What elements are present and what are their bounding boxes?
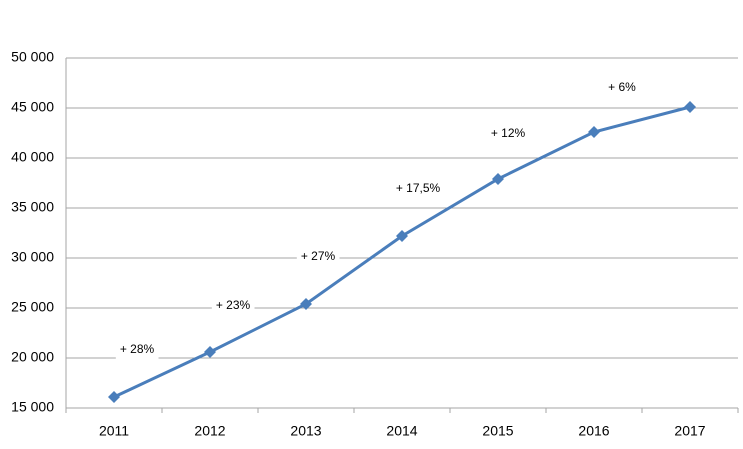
x-tick-label: 2012 bbox=[194, 423, 225, 439]
marker bbox=[108, 391, 120, 403]
y-tick-label: 35 000 bbox=[11, 199, 54, 215]
marker bbox=[204, 346, 216, 358]
annotation-background bbox=[211, 295, 255, 316]
annotation: + 27% bbox=[301, 249, 336, 263]
y-tick-label: 30 000 bbox=[11, 249, 54, 265]
x-tick-label: 2017 bbox=[674, 423, 705, 439]
annotation: + 23% bbox=[216, 298, 251, 312]
annotation-background bbox=[486, 123, 530, 144]
annotation-background bbox=[296, 246, 340, 267]
y-tick-label: 15 000 bbox=[11, 399, 54, 415]
marker bbox=[396, 230, 408, 242]
x-tick-label: 2015 bbox=[482, 423, 513, 439]
marker bbox=[588, 126, 600, 138]
annotation: + 17,5% bbox=[396, 181, 441, 195]
annotation: + 28% bbox=[120, 342, 155, 356]
x-tick-label: 2016 bbox=[578, 423, 609, 439]
y-tick-label: 20 000 bbox=[11, 349, 54, 365]
marker bbox=[492, 173, 504, 185]
annotation-background bbox=[604, 77, 641, 98]
y-tick-label: 40 000 bbox=[11, 149, 54, 165]
y-tick-label: 50 000 bbox=[11, 49, 54, 65]
line bbox=[113, 105, 691, 399]
y-tick-label: 25 000 bbox=[11, 299, 54, 315]
x-tick-label: 2013 bbox=[290, 423, 321, 439]
annotation-background bbox=[115, 339, 159, 360]
x-tick-label: 2014 bbox=[386, 423, 417, 439]
x-tick-label: 2011 bbox=[99, 423, 129, 439]
marker bbox=[684, 101, 696, 113]
marker bbox=[300, 298, 312, 310]
annotation-background bbox=[391, 178, 445, 199]
annotation: + 6% bbox=[608, 80, 636, 94]
y-tick-label: 45 000 bbox=[11, 99, 54, 115]
annotation: + 12% bbox=[491, 126, 526, 140]
